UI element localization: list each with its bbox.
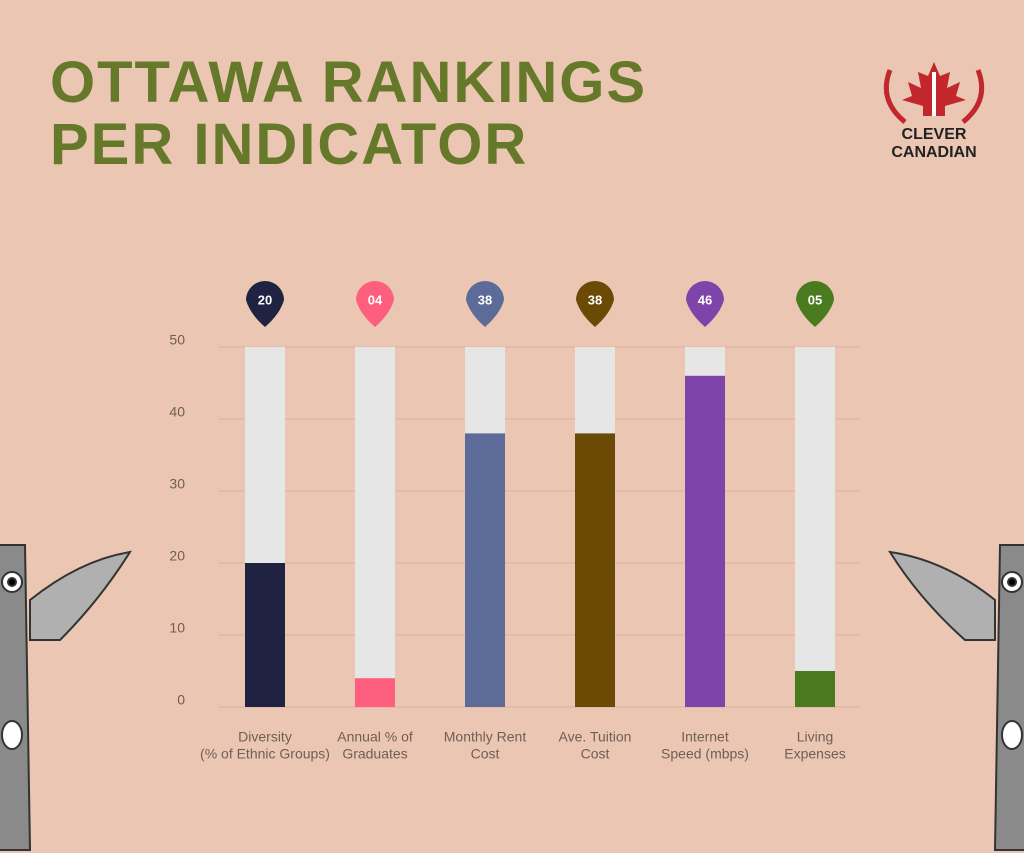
x-tick-label: Living [797,729,834,745]
value-pin: 04 [356,281,394,327]
y-tick-label: 10 [169,620,185,636]
laurel [883,69,985,124]
bar [355,678,395,707]
value-pin: 20 [246,281,284,327]
y-tick-label: 30 [169,476,185,492]
bar [465,433,505,707]
bar [685,375,725,707]
x-tick-label: Expenses [784,746,845,762]
y-tick-label: 20 [169,548,185,564]
bar [575,433,615,707]
y-tick-label: 50 [169,332,185,348]
x-tick-label: Monthly Rent [444,729,527,745]
value-label: 05 [808,292,822,307]
x-tick-label: Graduates [342,746,407,762]
value-label: 46 [698,292,712,307]
totem-right [888,544,1024,851]
bar-track [355,347,395,707]
bar [245,563,285,707]
pin-shape [356,281,394,327]
value-pin: 38 [575,280,614,327]
bar [795,671,835,707]
y-tick-label: 0 [177,692,185,708]
logo: CLEVER CANADIAN [883,62,985,161]
value-label: 04 [368,292,383,307]
pin-shape [796,281,834,327]
x-tick-label: Speed (mbps) [661,746,749,762]
value-pin: 05 [796,281,834,327]
value-label: 38 [588,292,602,307]
bar-track [795,347,835,707]
x-tick-label: (% of Ethnic Groups) [200,746,330,762]
value-pin: 46 [686,281,724,327]
x-tick-label: Internet [681,729,729,745]
pin-shape [466,281,504,327]
pin-shape [246,281,284,327]
value-label: 20 [258,292,272,307]
tower [932,72,936,116]
x-tick-label: Cost [581,746,610,762]
y-tick-label: 40 [169,404,185,420]
x-tick-label: Annual % of [337,729,413,745]
value-label: 38 [478,292,492,307]
logo-line: CANADIAN [891,144,976,161]
chart-title: OTTAWA RANKINGS PER INDICATOR [50,50,648,177]
value-pin: 38 [466,281,504,327]
x-tick-label: Diversity [238,729,292,745]
totem-left [0,544,133,851]
x-tick-label: Cost [471,746,500,762]
logo-line: CLEVER [902,126,967,143]
pin-shape [686,281,724,327]
pin-shape [575,280,614,327]
x-tick-label: Ave. Tuition [559,729,632,745]
